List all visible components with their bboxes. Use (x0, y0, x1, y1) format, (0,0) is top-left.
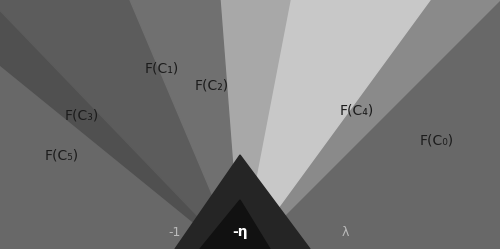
Text: F(C₁): F(C₁) (145, 61, 179, 75)
Polygon shape (175, 155, 310, 249)
Text: F(C₀): F(C₀) (420, 133, 454, 147)
Text: -η: -η (232, 225, 248, 239)
Text: F(C₂): F(C₂) (195, 78, 229, 92)
Polygon shape (0, 0, 240, 249)
Polygon shape (200, 200, 270, 249)
Text: F(C₅): F(C₅) (45, 148, 79, 162)
Polygon shape (20, 0, 240, 249)
Text: F(C₃): F(C₃) (65, 108, 99, 122)
Text: -1: -1 (169, 226, 181, 239)
Polygon shape (100, 0, 340, 249)
Polygon shape (240, 0, 500, 249)
Text: F(C₄): F(C₄) (340, 103, 374, 117)
Polygon shape (240, 0, 500, 249)
Text: λ: λ (342, 226, 348, 239)
Polygon shape (0, 0, 240, 249)
